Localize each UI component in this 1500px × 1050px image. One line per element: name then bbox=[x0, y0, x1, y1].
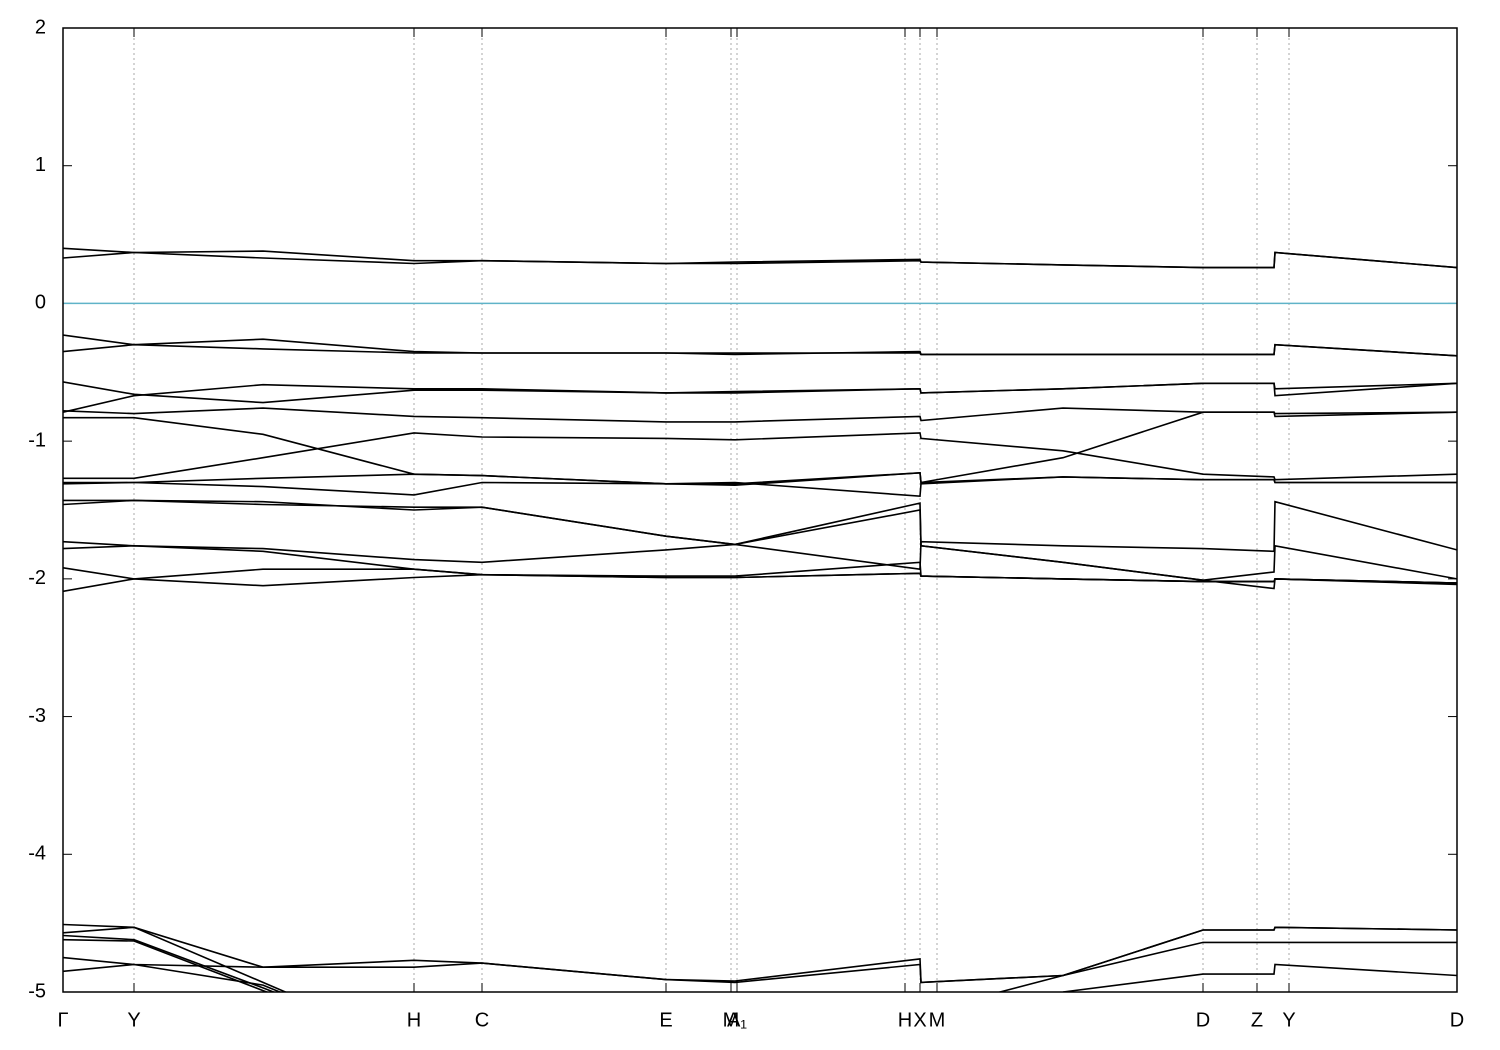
y-tick-label: 0 bbox=[35, 292, 46, 314]
y-tick-label: -4 bbox=[28, 843, 46, 865]
x-tick-label: Y bbox=[1282, 1009, 1295, 1031]
x-tick-label: H bbox=[407, 1009, 421, 1031]
y-tick-label: -1 bbox=[28, 429, 46, 451]
band-line bbox=[63, 432, 1457, 481]
x-tick-label: Z bbox=[1251, 1009, 1263, 1031]
band-line bbox=[63, 502, 1457, 590]
x-tick-label: D bbox=[1196, 1009, 1210, 1031]
band-line bbox=[63, 568, 1457, 593]
x-tick-label: C bbox=[475, 1009, 489, 1031]
y-tick-label: -3 bbox=[28, 705, 46, 727]
band-line bbox=[63, 499, 1457, 571]
x-tick-label: Y bbox=[127, 1009, 140, 1031]
band-line bbox=[63, 499, 1457, 582]
band-line bbox=[63, 471, 1457, 487]
band-line bbox=[63, 251, 1457, 269]
x-tick-label: Γ bbox=[57, 1009, 68, 1031]
band-line bbox=[63, 382, 1457, 413]
plot-area bbox=[63, 247, 1457, 992]
y-tick-label: 2 bbox=[35, 16, 46, 38]
x-tick-label: M bbox=[929, 1009, 946, 1031]
band-line bbox=[63, 963, 282, 992]
band-line bbox=[63, 923, 288, 992]
band-line bbox=[63, 934, 1457, 992]
band-line bbox=[63, 343, 1457, 357]
y-tick-label: -5 bbox=[28, 980, 46, 1002]
y-tick-label: -2 bbox=[28, 567, 46, 589]
x-tick-label: X bbox=[913, 1009, 926, 1031]
y-tick-label: 1 bbox=[35, 154, 46, 176]
x-tick-label: H bbox=[898, 1009, 912, 1031]
plot-frame bbox=[62, 27, 1458, 993]
x-tick-label: E bbox=[659, 1009, 672, 1031]
x-tick-label: D bbox=[1450, 1009, 1464, 1031]
band-line bbox=[63, 926, 1457, 984]
x-tick-label: M bbox=[723, 1009, 740, 1031]
x-tick-label: A₁ bbox=[727, 1009, 747, 1031]
